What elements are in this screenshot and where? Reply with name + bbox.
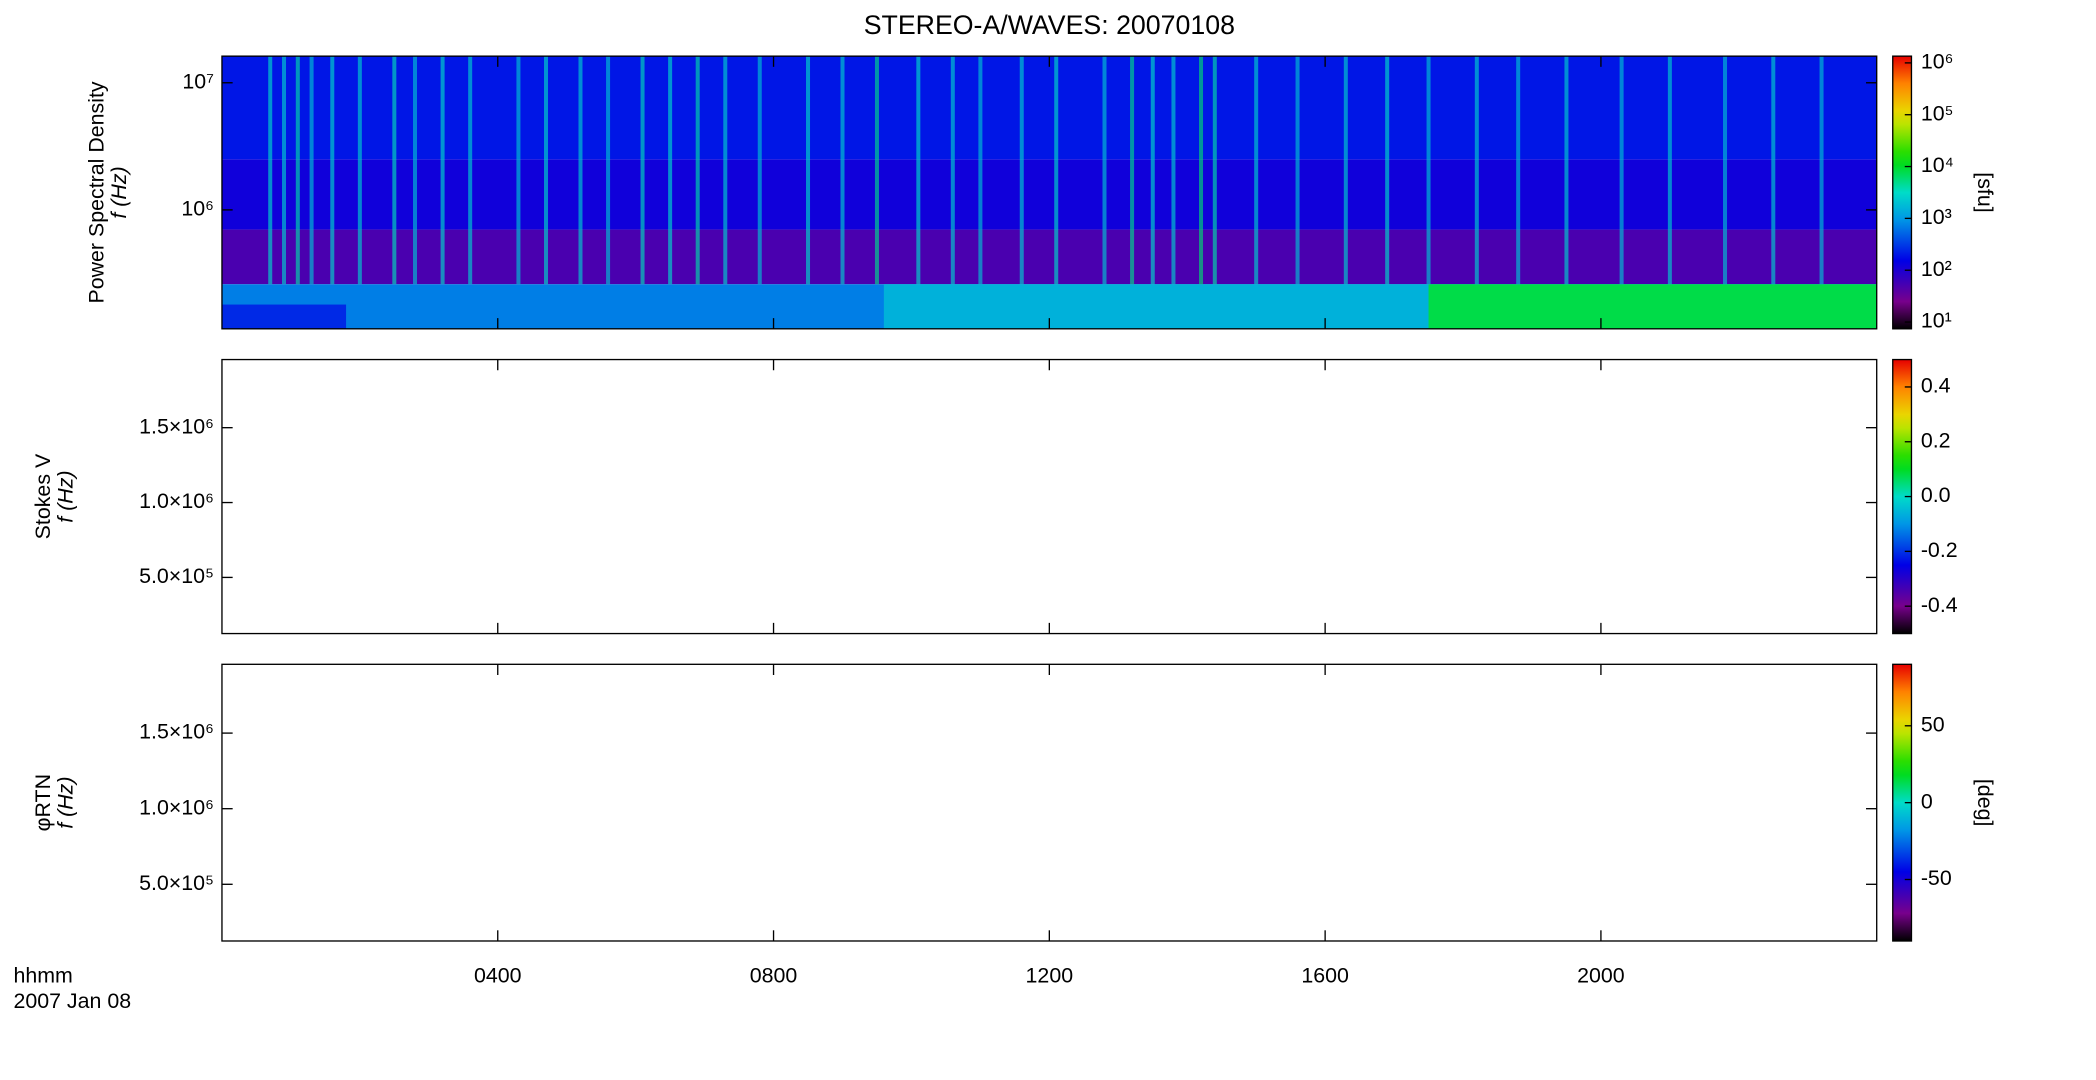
radio-burst: [1171, 56, 1176, 285]
radio-burst: [840, 56, 845, 285]
radio-burst: [1343, 56, 1348, 285]
radio-burst: [1054, 56, 1059, 285]
radio-burst: [1385, 56, 1390, 285]
radio-burst: [1667, 56, 1672, 285]
colorbar-tick-label: 10⁴: [1921, 153, 1954, 177]
radio-burst: [874, 56, 879, 285]
radio-burst: [1102, 56, 1107, 285]
radio-burst: [1295, 56, 1300, 285]
x-tick-label: 0400: [474, 964, 522, 988]
panel-frame: [221, 663, 1878, 942]
radio-burst: [1771, 56, 1776, 285]
colorbar-tick-label: 0.2: [1921, 428, 1951, 452]
radio-burst: [1199, 56, 1204, 285]
colorbar-tick-label: -50: [1921, 866, 1952, 890]
x-tick-label: 1600: [1301, 964, 1349, 988]
radio-burst: [578, 56, 583, 285]
spectrogram-image: [221, 56, 1877, 329]
y-tick-label: 1.5×10⁶: [139, 414, 214, 438]
colorbar-tick-label: 0.4: [1921, 374, 1951, 398]
colorbar-tick-label: 50: [1921, 712, 1945, 736]
radio-burst: [516, 56, 521, 285]
radio-burst: [1150, 56, 1155, 285]
radio-burst: [1474, 56, 1479, 285]
radio-burst: [392, 56, 397, 285]
y-tick-label: 1.5×10⁶: [139, 720, 214, 744]
radio-burst: [1564, 56, 1569, 285]
y-axis-label: f (Hz): [54, 470, 78, 522]
radio-burst: [978, 56, 983, 285]
colorbar-label: [sfu]: [1973, 172, 1997, 212]
colorbar-tick-label: 0.0: [1921, 483, 1951, 507]
y-tick-label: 1.0×10⁶: [139, 795, 214, 819]
x-tick-label: 2000: [1577, 964, 1625, 988]
radio-burst: [606, 56, 611, 285]
radio-burst: [668, 56, 673, 285]
colorbar-tick-label: 10⁵: [1921, 101, 1954, 125]
radio-burst: [723, 56, 728, 285]
y-tick-label: 10⁶: [181, 197, 214, 221]
colorbar-tick-label: -0.4: [1921, 593, 1958, 617]
y-axis-label: φRTN: [31, 774, 55, 831]
radio-burst: [1426, 56, 1431, 285]
background-band: [221, 304, 347, 329]
colorbar: [1892, 55, 1913, 330]
radio-burst: [1723, 56, 1728, 285]
colorbar-tick-label: -0.2: [1921, 538, 1958, 562]
y-axis-label: Power Spectral Density: [84, 81, 108, 303]
radio-burst: [916, 56, 921, 285]
y-axis-label: Stokes V: [31, 453, 55, 539]
colorbar-tick-label: 10⁶: [1921, 50, 1954, 74]
colorbar-label: [deg]: [1973, 779, 1997, 827]
radio-burst: [1019, 56, 1024, 285]
colorbar-tick-label: 10¹: [1921, 309, 1952, 333]
radio-burst: [330, 56, 335, 285]
date-label: 2007 Jan 08: [13, 989, 131, 1013]
background-band: [221, 229, 1877, 285]
chart-title: STEREO-A/WAVES: 20070108: [864, 10, 1235, 40]
colorbar-tick-label: 0: [1921, 789, 1933, 813]
y-tick-label: 5.0×10⁵: [139, 871, 214, 895]
y-tick-label: 5.0×10⁵: [139, 564, 214, 588]
radio-burst: [806, 56, 811, 285]
radio-burst: [282, 56, 287, 285]
radio-burst: [695, 56, 700, 285]
radio-burst: [1254, 56, 1259, 285]
radio-burst: [640, 56, 645, 285]
background-band: [221, 159, 1877, 230]
colorbar-tick-label: 10³: [1921, 205, 1952, 229]
radio-burst: [309, 56, 314, 285]
radio-burst: [1130, 56, 1135, 285]
x-tick-label: 1200: [1026, 964, 1074, 988]
radio-burst: [468, 56, 473, 285]
x-tick-label: 0800: [750, 964, 798, 988]
radio-burst: [950, 56, 955, 285]
radio-burst: [1212, 56, 1217, 285]
time-label: hhmm: [13, 964, 72, 988]
radio-burst: [1619, 56, 1624, 285]
background-band: [1428, 284, 1877, 329]
radio-burst: [440, 56, 445, 285]
radio-burst: [1819, 56, 1824, 285]
background-band: [221, 56, 1877, 160]
y-tick-label: 10⁷: [182, 69, 214, 93]
radio-burst: [357, 56, 362, 285]
colorbar-tick-label: 10²: [1921, 257, 1952, 281]
radio-burst: [268, 56, 273, 285]
radio-burst: [413, 56, 418, 285]
panel-frame: [221, 358, 1878, 635]
y-axis-label: f (Hz): [107, 166, 131, 218]
y-axis-label: f (Hz): [54, 777, 78, 829]
radio-burst: [544, 56, 549, 285]
radio-burst: [295, 56, 300, 285]
radio-burst: [1516, 56, 1521, 285]
y-tick-label: 1.0×10⁶: [139, 489, 214, 513]
radio-burst: [757, 56, 762, 285]
